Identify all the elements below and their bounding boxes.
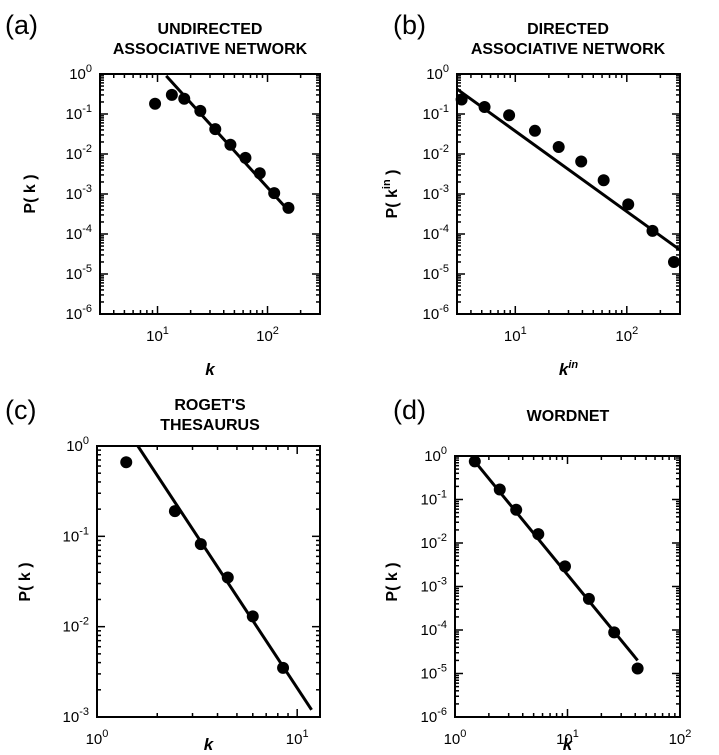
plot-frame xyxy=(454,455,681,718)
chart-panel-b: (b) DIRECTED ASSOCIATIVE NETWORK 101 102 100 1… xyxy=(381,10,681,379)
x-tick-label: 102 xyxy=(669,728,692,748)
data-point xyxy=(194,104,207,117)
y-tick-label: 10-1 xyxy=(66,103,92,123)
data-point xyxy=(268,187,281,200)
x-tick-label: 101 xyxy=(146,325,169,345)
chart-title-line: UNDIRECTED xyxy=(158,21,263,38)
data-point xyxy=(478,100,491,113)
panel-letter: (c) xyxy=(5,395,36,425)
y-tick-label: 100 xyxy=(66,435,89,455)
plot-frame xyxy=(456,73,681,315)
plot-frame xyxy=(96,445,321,718)
y-tick-label: 10-3 xyxy=(66,183,92,203)
chart-panel-d: (d) WORDNET 100 101 102 100 10-1 10-2 10-3 10-4 10… xyxy=(384,395,691,754)
y-axis-label: P( k ) xyxy=(384,562,401,601)
x-tick-label: 101 xyxy=(286,728,309,748)
x-axis-label: k xyxy=(205,360,216,379)
y-tick-label: 10-6 xyxy=(66,303,92,323)
data-point xyxy=(468,455,481,468)
data-point xyxy=(582,592,595,605)
x-tick-label: 101 xyxy=(556,728,579,748)
x-tick-label: 100 xyxy=(444,728,467,748)
y-tick-label: 10-1 xyxy=(423,103,449,123)
y-tick-label: 10-3 xyxy=(63,706,89,726)
chart-panel-c: (c) ROGET'S THESAURUS 100 101 100 10-1 10-2 10-3… xyxy=(5,395,321,754)
data-point xyxy=(120,456,133,469)
data-point xyxy=(277,661,290,674)
y-tick-label: 10-3 xyxy=(421,576,447,596)
data-point xyxy=(209,123,222,136)
y-tick-label: 10-6 xyxy=(423,303,449,323)
chart-title-line: THESAURUS xyxy=(160,417,260,434)
y-tick-label: 100 xyxy=(426,63,449,83)
chart-title-line: DIRECTED xyxy=(527,21,609,38)
x-axis-label: k xyxy=(204,735,215,754)
chart-panel-a: (a) UNDIRECTED ASSOCIATIVE NETWORK 101 102 10… xyxy=(5,10,321,379)
fit-line xyxy=(457,87,680,252)
data-point xyxy=(608,626,621,639)
data-point xyxy=(622,198,635,211)
y-tick-label: 10-2 xyxy=(66,143,92,163)
data-point xyxy=(253,167,266,180)
panel-letter: (d) xyxy=(393,395,426,425)
x-tick-label: 100 xyxy=(86,728,109,748)
data-point xyxy=(575,155,588,168)
data-point xyxy=(558,560,571,573)
data-point xyxy=(149,97,162,110)
data-point xyxy=(532,528,545,541)
data-point xyxy=(597,174,610,187)
data-point xyxy=(503,109,516,122)
data-point xyxy=(224,138,237,151)
data-point xyxy=(221,571,234,584)
data-point xyxy=(168,505,181,518)
plot-frame xyxy=(99,73,321,315)
data-point xyxy=(510,503,523,516)
data-point xyxy=(165,88,178,101)
y-tick-label: 10-4 xyxy=(423,223,449,243)
data-point xyxy=(246,610,259,623)
y-tick-label: 10-1 xyxy=(421,489,447,509)
data-point xyxy=(667,255,680,268)
data-point xyxy=(493,483,506,496)
y-tick-label: 10-5 xyxy=(423,263,449,283)
data-point xyxy=(239,151,252,164)
y-tick-label: 10-2 xyxy=(421,532,447,552)
y-tick-label: 10-4 xyxy=(66,223,92,243)
data-point xyxy=(178,92,191,105)
data-point xyxy=(528,124,541,137)
y-axis-label: P( kin ) xyxy=(381,170,401,219)
y-tick-label: 10-4 xyxy=(421,619,447,639)
panel-letter: (b) xyxy=(393,10,426,40)
chart-title-line: ASSOCIATIVE NETWORK xyxy=(471,41,666,58)
x-axis-label: kin xyxy=(559,359,579,379)
y-tick-label: 100 xyxy=(69,63,92,83)
y-tick-label: 10-2 xyxy=(63,616,89,636)
data-point xyxy=(455,93,468,106)
chart-title-line: ASSOCIATIVE NETWORK xyxy=(113,41,308,58)
y-tick-label: 10-6 xyxy=(421,706,447,726)
data-point xyxy=(646,224,659,237)
data-point xyxy=(282,201,295,214)
y-tick-label: 10-3 xyxy=(423,183,449,203)
y-tick-label: 10-5 xyxy=(66,263,92,283)
data-point xyxy=(194,538,207,551)
y-tick-label: 10-2 xyxy=(423,143,449,163)
y-axis-label: P( k ) xyxy=(22,174,39,213)
data-point xyxy=(631,662,644,675)
y-tick-label: 100 xyxy=(424,445,447,465)
y-tick-label: 10-5 xyxy=(421,663,447,683)
x-tick-label: 101 xyxy=(504,325,527,345)
y-axis-label: P( k ) xyxy=(17,562,34,601)
chart-title-line: WORDNET xyxy=(527,408,610,425)
x-tick-label: 102 xyxy=(256,325,279,345)
data-point xyxy=(552,140,565,153)
x-tick-label: 102 xyxy=(615,325,638,345)
panel-letter: (a) xyxy=(5,10,38,40)
x-axis-label: k xyxy=(563,735,574,754)
y-tick-label: 10-1 xyxy=(63,525,89,545)
chart-title-line: ROGET'S xyxy=(174,397,246,414)
